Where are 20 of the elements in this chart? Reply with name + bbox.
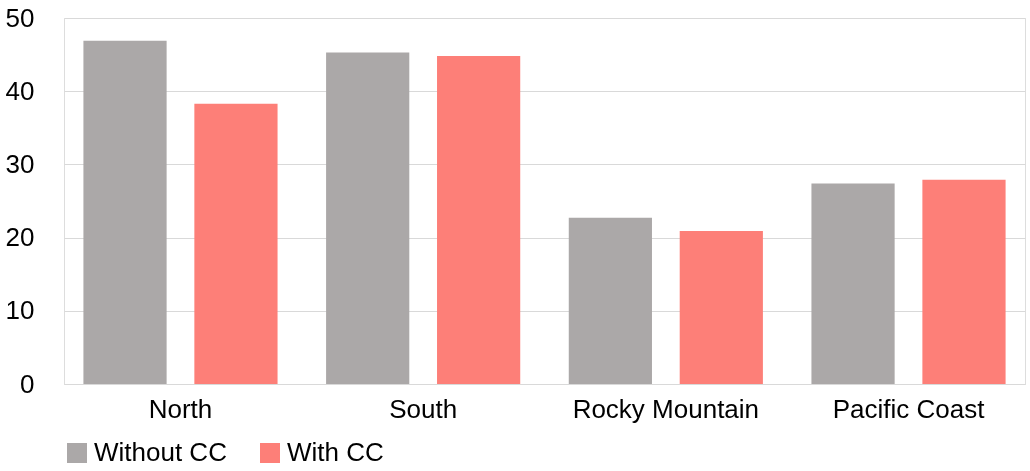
bar	[922, 179, 1006, 384]
x-tick-label: Pacific Coast	[832, 393, 986, 424]
x-tick-label: Rocky Mountain	[572, 393, 760, 424]
legend-label: With CC	[287, 437, 384, 467]
x-tick-label: North	[148, 393, 213, 424]
y-tick-label: 50	[5, 2, 35, 33]
bar	[194, 103, 278, 384]
bar	[811, 183, 895, 384]
y-tick-label: 40	[5, 75, 35, 106]
bar	[83, 40, 167, 384]
x-tick-label: South	[389, 393, 458, 424]
bar	[679, 231, 763, 384]
y-tick-label: 10	[5, 295, 35, 326]
bar	[326, 52, 410, 384]
y-tick-label: 30	[5, 148, 35, 179]
legend-label: Without CC	[94, 437, 227, 467]
bar	[437, 56, 521, 384]
y-tick-label: 0	[20, 368, 35, 399]
y-tick-label: 20	[5, 222, 35, 253]
bar	[568, 217, 652, 384]
